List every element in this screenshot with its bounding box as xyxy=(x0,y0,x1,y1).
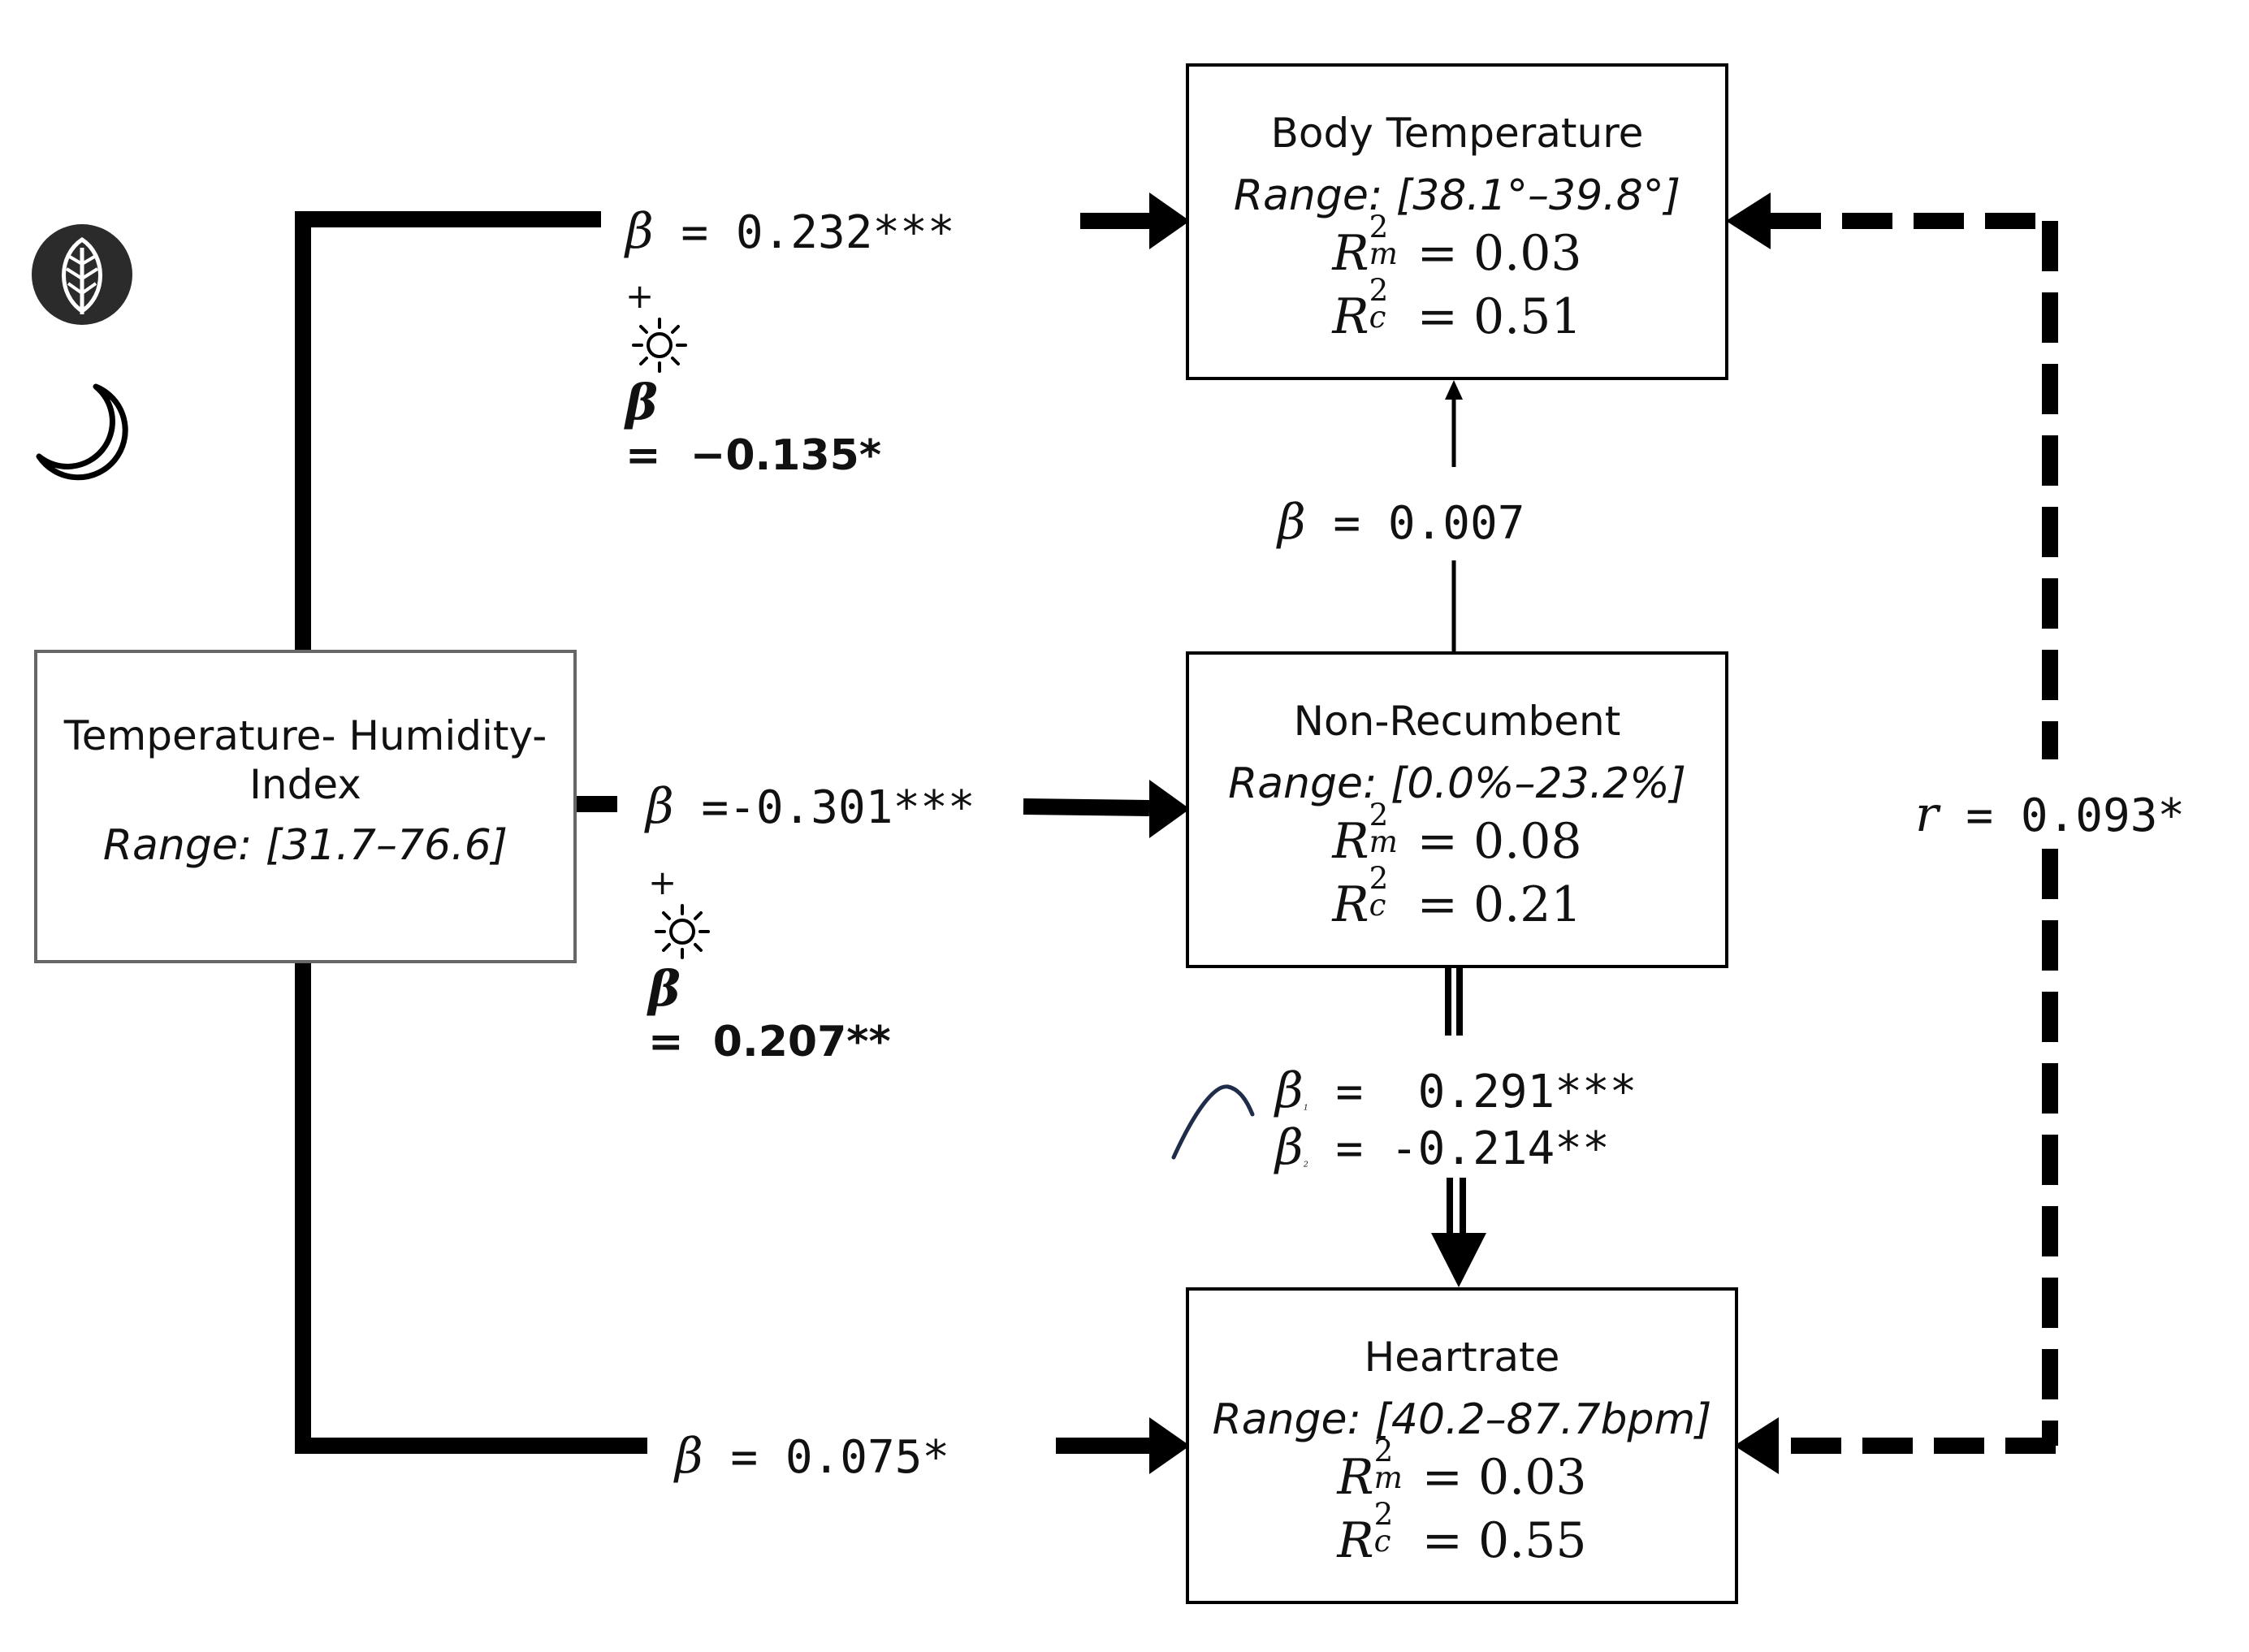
arrowhead-thi-to-body-temperature xyxy=(1149,192,1190,249)
connector-thi-to-heartrate xyxy=(295,962,1149,1454)
marginal-r-squared-value: = 0.08 xyxy=(1416,813,1582,871)
interaction-coef-thi-to-non-recumbent: + β = 0.207** xyxy=(648,863,891,1066)
arrowhead-non-recumbent-to-body-temperature xyxy=(1445,380,1463,400)
node-title: Body Temperature xyxy=(1270,110,1644,157)
node-temperature-humidity-index: Temperature- Humidity- Index Range: [31.… xyxy=(34,650,577,963)
node-range: Range: [0.0%–23.2%] xyxy=(1228,759,1686,808)
interaction-coef-thi-to-body-temperature: + β = −0.135* xyxy=(625,276,882,480)
quadratic-coef-non-recumbent-to-heartrate: β2 = -0.214** xyxy=(1275,1119,1610,1176)
node-title: Temperature- Humidity- xyxy=(63,712,547,759)
coef-thi-to-heartrate: β = 0.075* xyxy=(675,1428,950,1485)
conditional-r-squared-value: = 0.55 xyxy=(1421,1512,1587,1570)
arrowhead-thi-to-heartrate xyxy=(1149,1417,1190,1474)
marginal-r-squared-value: = 0.03 xyxy=(1416,225,1582,283)
arrowhead-thi-to-non-recumbent xyxy=(1149,780,1190,838)
node-range: Range: [31.7–76.6] xyxy=(102,821,508,870)
sun-icon xyxy=(655,904,710,959)
correlation-body-temperature-heartrate: r = 0.093* xyxy=(1915,786,2186,843)
connector-non-recumbent-to-heartrate xyxy=(1445,967,1466,1235)
arrowhead-correlation-to-heartrate xyxy=(1734,1417,1779,1474)
node-range: Range: [38.1°–39.8°] xyxy=(1233,171,1681,220)
node-title: Heartrate xyxy=(1364,1334,1560,1381)
conditional-r-squared-value: = 0.51 xyxy=(1416,288,1582,346)
sun-icon xyxy=(632,318,687,373)
linear-coef-non-recumbent-to-heartrate: β1 = 0.291*** xyxy=(1275,1062,1637,1119)
moon-icon xyxy=(32,382,138,487)
coef-non-recumbent-to-body-temperature: β = 0.007 xyxy=(1278,494,1525,551)
leaf-icon xyxy=(31,223,133,326)
arrowhead-non-recumbent-to-heartrate xyxy=(1431,1233,1486,1287)
connector-body-heart-correlation xyxy=(1771,213,2058,1454)
node-title-line2: Index xyxy=(249,761,361,808)
connector-thi-to-non-recumbent xyxy=(575,796,1150,816)
coef-thi-to-non-recumbent: β =-0.301*** xyxy=(646,778,975,835)
conditional-r-squared-value: = 0.21 xyxy=(1416,876,1582,934)
node-title: Non-Recumbent xyxy=(1293,698,1621,745)
connector-thi-to-body-temperature xyxy=(295,211,1149,650)
inverted-u-curve-icon xyxy=(1171,1084,1255,1160)
node-range: Range: [40.2–87.7bpm] xyxy=(1212,1395,1712,1444)
marginal-r-squared-value: = 0.03 xyxy=(1421,1449,1587,1507)
arrowhead-correlation-to-body-temperature xyxy=(1726,192,1771,249)
coef-thi-to-body-temperature: β = 0.232*** xyxy=(625,203,955,260)
